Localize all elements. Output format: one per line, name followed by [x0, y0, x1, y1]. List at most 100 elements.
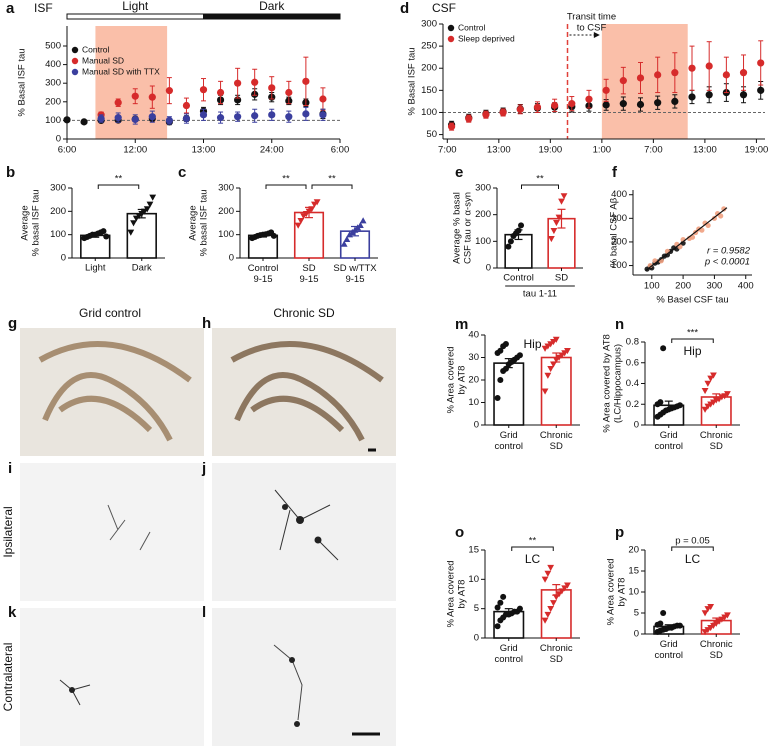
x-tick-label: 300: [706, 281, 722, 292]
data-point: [294, 222, 302, 229]
significance-label: ***: [687, 328, 698, 339]
data-point: [547, 366, 555, 373]
significance-bracket: [671, 338, 714, 343]
y-tick-label: 0: [61, 253, 66, 264]
data-point: [657, 399, 664, 406]
micrograph: [20, 608, 204, 746]
x-tick-label: 19:00: [745, 145, 769, 156]
data-point: [676, 622, 683, 629]
data-point: [270, 232, 277, 239]
phase-bar: [203, 13, 341, 20]
x-tick-label: Chronic SD: [540, 430, 573, 452]
data-point: [359, 217, 367, 224]
legend-marker: [71, 46, 79, 54]
data-point: [541, 388, 549, 395]
x-tick-label: Grid control: [654, 639, 683, 661]
data-point: [564, 582, 571, 589]
panel-label: h: [202, 315, 211, 332]
data-point: [494, 604, 501, 611]
inset-label: LC: [525, 552, 541, 566]
data-point: [297, 217, 305, 225]
micrograph: [20, 463, 204, 601]
hippocampus: [230, 341, 384, 442]
y-axis-label: Average% basal ISF tau: [19, 189, 41, 256]
bar: [493, 362, 525, 426]
data-point: [555, 214, 563, 221]
panel-label: f: [612, 164, 618, 181]
row-label: Contralateral: [1, 643, 15, 712]
x-tick-label: 1:00: [593, 145, 612, 156]
x-tick-label: 13:00: [487, 145, 511, 156]
data-point: [149, 194, 157, 201]
annotation: Transit time to CSF: [567, 11, 616, 33]
x-tick-label: Chronic SD: [700, 639, 733, 661]
significance-label: **: [328, 174, 336, 185]
legend-marker: [447, 35, 455, 43]
legend-label: Control: [82, 44, 110, 54]
inset-label: Hip: [523, 337, 541, 351]
data-point: [103, 233, 110, 240]
data-point: [701, 388, 709, 395]
y-axis-label: % Basal ISF tau: [407, 47, 418, 115]
data-point: [516, 352, 523, 359]
y-tick-label: 200: [611, 236, 627, 247]
x-tick-label: 19:00: [538, 145, 562, 156]
column-title: Grid control: [79, 306, 141, 320]
data-point: [704, 380, 712, 387]
significance-bracket: [97, 184, 140, 189]
y-tick-label: 0: [474, 633, 479, 644]
panel-label: o: [455, 524, 464, 541]
data-point: [502, 365, 509, 372]
x-tick-label: SD 9-15: [299, 263, 318, 285]
y-tick-label: 100: [218, 229, 234, 240]
y-tick-label: 300: [218, 183, 234, 194]
data-point: [707, 603, 715, 611]
inset-label: Hip: [683, 344, 701, 358]
y-tick-label: 10: [468, 574, 479, 585]
x-tick-label: Dark: [132, 263, 152, 274]
x-tick-label: 400: [738, 281, 754, 292]
y-axis-label: Average% basal ISF tau: [187, 189, 209, 256]
significance-bracket: [671, 546, 714, 551]
data-point: [701, 610, 709, 617]
x-tick-label: 100: [644, 281, 660, 292]
y-tick-label: 15: [468, 545, 479, 556]
panel-label: i: [8, 460, 12, 477]
y-axis-label: % basal CSF Aβ: [609, 197, 620, 267]
y-tick-label: 0: [634, 629, 639, 640]
data-point: [541, 576, 549, 583]
shaded-region: [95, 26, 168, 139]
data-point: [343, 235, 351, 243]
y-tick-label: 100: [45, 115, 61, 126]
y-tick-label: 200: [45, 96, 61, 107]
panel-label: l: [202, 604, 206, 621]
legend-label: Control: [458, 22, 486, 32]
y-tick-label: 5: [474, 603, 479, 614]
x-tick-label: SD: [555, 273, 568, 284]
data-point: [544, 611, 552, 618]
phase-label: Light: [122, 0, 149, 13]
x-tick-label: Control: [503, 273, 534, 284]
x-tick-label: Chronic SD: [700, 430, 733, 452]
x-tick-label: Chronic SD: [540, 643, 573, 665]
hippocampus: [38, 341, 192, 442]
neurites: [274, 489, 339, 561]
fit-line: [645, 207, 728, 272]
y-tick-label: 0.4: [626, 378, 639, 389]
y-tick-label: 500: [45, 41, 61, 52]
significance-bracket: [511, 546, 554, 551]
x-tick-label: 6:00: [58, 145, 77, 156]
significance-bracket: [265, 184, 307, 189]
data-point: [547, 605, 555, 613]
neuron: [314, 536, 322, 544]
data-point: [497, 347, 504, 354]
data-point: [553, 219, 560, 227]
significance-label: **: [282, 174, 290, 185]
x-axis-label: % Basel CSF tau: [656, 295, 728, 306]
y-tick-label: 10: [628, 587, 639, 598]
data-point: [701, 406, 709, 413]
panel-label: d: [400, 0, 409, 17]
y-tick-label: 100: [611, 260, 627, 271]
y-tick-label: 100: [475, 236, 491, 247]
significance-label: p = 0.05: [675, 536, 710, 547]
